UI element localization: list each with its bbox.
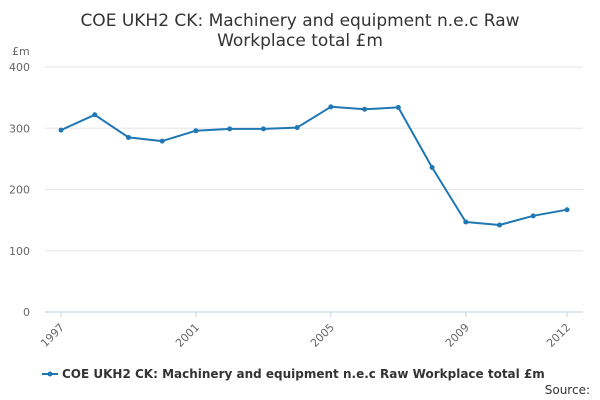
data-point-2000[interactable] <box>159 138 165 144</box>
y-tick-label-0: 0 <box>23 306 30 319</box>
series-line-0 <box>60 105 568 226</box>
data-point-2005[interactable] <box>328 104 334 110</box>
data-point-2011[interactable] <box>530 213 536 219</box>
chart-title-line-2: Workplace total £m <box>217 31 383 51</box>
source-label: Source: <box>545 383 590 397</box>
data-point-2001[interactable] <box>193 128 199 134</box>
data-point-2004[interactable] <box>294 125 300 131</box>
data-point-2010[interactable] <box>497 222 503 228</box>
y-tick-label-300: 300 <box>9 122 30 135</box>
legend-point-marker <box>47 371 53 377</box>
legend-label[interactable]: COE UKH2 CK: Machinery and equipment n.e… <box>62 367 545 381</box>
data-point-2003[interactable] <box>260 126 266 132</box>
data-point-2007[interactable] <box>395 104 401 110</box>
series-layer <box>58 104 570 228</box>
x-tick-label-2009: 2009 <box>443 321 472 350</box>
x-tick-label-2001: 2001 <box>173 321 202 350</box>
chart-title-line-1: COE UKH2 CK: Machinery and equipment n.e… <box>80 11 519 31</box>
chart-title: COE UKH2 CK: Machinery and equipment n.e… <box>80 11 519 51</box>
data-point-1999[interactable] <box>125 134 131 140</box>
data-point-1997[interactable] <box>58 127 64 133</box>
x-axis-ticks: 1997 2001 2005 2009 2012 <box>38 312 573 350</box>
x-tick-label-2012: 2012 <box>544 321 573 350</box>
data-point-2009[interactable] <box>463 219 469 225</box>
data-point-1998[interactable] <box>92 112 98 118</box>
x-tick-label-2005: 2005 <box>308 321 337 350</box>
y-axis-unit-label: £m <box>12 45 30 58</box>
y-tick-label-400: 400 <box>9 61 30 74</box>
data-point-2002[interactable] <box>227 126 233 132</box>
gridlines <box>45 66 583 252</box>
legend[interactable]: COE UKH2 CK: Machinery and equipment n.e… <box>42 367 545 381</box>
data-point-2006[interactable] <box>362 106 368 112</box>
x-tick-label-1997: 1997 <box>38 321 67 350</box>
data-point-2008[interactable] <box>429 164 435 170</box>
data-point-2012[interactable] <box>564 207 570 213</box>
y-axis-ticks: 0 100 200 300 400 <box>9 61 30 319</box>
y-tick-label-200: 200 <box>9 184 30 197</box>
y-tick-label-100: 100 <box>9 245 30 258</box>
